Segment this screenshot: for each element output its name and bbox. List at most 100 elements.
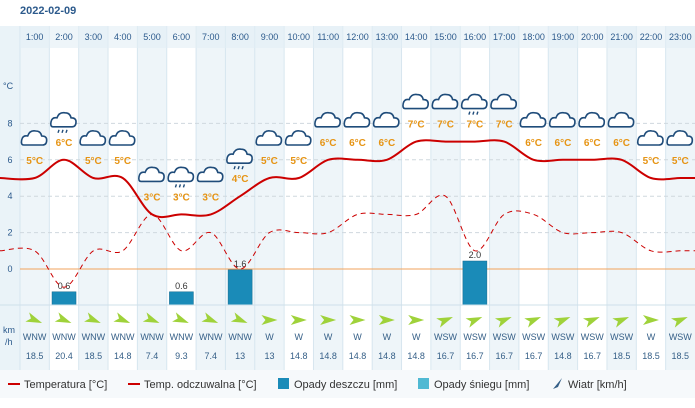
wind-arrow-icon <box>261 315 278 325</box>
wind-arrow-shape <box>172 312 189 323</box>
wind-direction: W <box>265 332 274 342</box>
hour-column-bg <box>518 26 549 370</box>
wind-arrow-icon <box>201 312 219 323</box>
hour-column-bg <box>606 26 637 370</box>
wind-speed: 18.5 <box>642 351 660 361</box>
rain-bar <box>51 291 77 306</box>
wind-arrow-icon <box>320 315 337 325</box>
wind-arrow-icon <box>642 315 659 325</box>
temperature-label: 3°C <box>173 192 190 203</box>
wind-arrow-shape <box>84 312 101 323</box>
wind-arrow-icon <box>172 312 189 323</box>
hour-label: 3:00 <box>85 32 103 42</box>
y-unit-label: °C <box>3 81 14 91</box>
hour-label: 6:00 <box>173 32 191 42</box>
wind-arrow-icon <box>612 317 630 328</box>
wind-arrow-icon <box>436 317 453 328</box>
wind-arrow-shape <box>349 315 366 325</box>
wind-direction: WSW <box>463 332 486 342</box>
hour-label: 18:00 <box>522 32 545 42</box>
raindrop <box>237 165 240 170</box>
temperature-label: 5°C <box>672 156 689 167</box>
wind-unit-label: km <box>3 325 15 335</box>
hour-column-bg <box>108 26 138 370</box>
cloud-shape <box>314 111 341 128</box>
wind-direction: WNW <box>199 332 223 342</box>
cloud-shape <box>20 130 48 146</box>
cloud-icon <box>666 130 694 146</box>
hour-label: 8:00 <box>231 32 249 42</box>
hour-label: 7:00 <box>202 32 220 42</box>
hour-label: 15:00 <box>434 32 457 42</box>
hour-column-bg <box>78 26 109 370</box>
wind-arrow-shape <box>142 312 160 323</box>
cloud-shape <box>607 111 635 128</box>
wind-arrow-icon <box>671 317 688 328</box>
cloud-shape <box>226 148 253 164</box>
wind-speed: 18.5 <box>85 351 103 361</box>
hour-label: 16:00 <box>464 32 487 42</box>
wind-speed: 18.5 <box>672 351 690 361</box>
hour-label: 17:00 <box>493 32 516 42</box>
raindrop <box>233 165 236 170</box>
temperature-label: 6°C <box>378 138 395 149</box>
cloud-shape <box>372 111 400 128</box>
hour-label: 13:00 <box>376 32 399 42</box>
hour-header-bg <box>20 26 695 48</box>
y-tick-label: 6 <box>7 155 12 165</box>
temperature-label: 5°C <box>26 156 43 167</box>
cloud-icon <box>636 130 664 146</box>
cloud-shape <box>167 166 195 183</box>
wind-speed: 14.8 <box>554 351 572 361</box>
wind-arrow-shape <box>320 315 337 325</box>
wind-arrow-icon <box>582 317 600 328</box>
temperature-label: 6°C <box>613 138 630 149</box>
wind-direction: W <box>647 332 656 342</box>
wind-speed: 16.7 <box>584 351 602 361</box>
temperature-label: 7°C <box>496 120 513 131</box>
raindrop <box>182 184 186 188</box>
wind-arrow-shape <box>612 317 630 328</box>
hour-label: 22:00 <box>640 32 663 42</box>
raindrop <box>57 129 60 134</box>
wind-unit-label: /h <box>5 337 13 347</box>
wind-direction: W <box>353 332 362 342</box>
cloud-icon <box>490 93 518 110</box>
hour-column-bg <box>166 26 197 370</box>
raindrop <box>476 111 479 115</box>
wind-arrow-icon <box>349 315 366 325</box>
cloud-shape <box>666 130 694 146</box>
wind-arrow-shape <box>553 317 571 328</box>
wind-direction: WSW <box>581 332 604 342</box>
cloud-icon <box>284 130 312 146</box>
wind-direction: WNW <box>140 332 164 342</box>
cloud-icon <box>255 130 283 146</box>
wind-direction: WSW <box>493 332 516 342</box>
chart-date: 2022-02-09 <box>20 5 77 17</box>
hour-label: 21:00 <box>610 32 633 42</box>
wind-speed: 14.8 <box>290 351 308 361</box>
wind-speed: 16.7 <box>495 351 513 361</box>
wind-arrow-shape <box>582 317 600 328</box>
cloud-shape <box>490 93 518 110</box>
hour-column-bg <box>284 26 314 370</box>
temperature-label: 6°C <box>584 138 601 149</box>
wind-speed: 7.4 <box>205 351 218 361</box>
wind-arrow-icon <box>25 312 43 323</box>
cloud-icon <box>578 111 606 128</box>
wind-direction: WNW <box>23 332 47 342</box>
cloud-shape <box>284 130 312 146</box>
wind-direction: W <box>412 332 421 342</box>
raindrop <box>61 129 64 134</box>
legend-label: Temperatura [°C] <box>24 379 107 391</box>
hour-label: 1:00 <box>26 32 44 42</box>
cloud-shape <box>578 111 606 128</box>
wind-arrow-shape <box>524 317 542 328</box>
rain-cloud-icon <box>167 166 195 188</box>
y-tick-label: 8 <box>7 118 12 128</box>
hour-label: 12:00 <box>346 32 369 42</box>
wind-arrow-icon <box>494 317 512 328</box>
cloud-icon <box>79 130 107 146</box>
wind-arrow-icon <box>524 317 542 328</box>
temperature-label: 3°C <box>144 192 161 203</box>
